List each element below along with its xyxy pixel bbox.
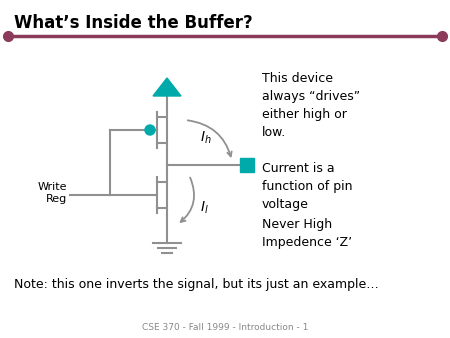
Text: Note: this one inverts the signal, but its just an example…: Note: this one inverts the signal, but i… xyxy=(14,278,379,291)
Text: Current is a
function of pin
voltage: Current is a function of pin voltage xyxy=(262,162,352,211)
Text: This device
always “drives”
either high or
low.: This device always “drives” either high … xyxy=(262,72,360,139)
Text: Write
Reg: Write Reg xyxy=(37,182,67,204)
FancyArrowPatch shape xyxy=(181,177,194,222)
Text: $I_h$: $I_h$ xyxy=(200,130,212,146)
FancyArrowPatch shape xyxy=(188,120,232,156)
Text: CSE 370 - Fall 1999 - Introduction - 1: CSE 370 - Fall 1999 - Introduction - 1 xyxy=(142,323,308,332)
Text: What’s Inside the Buffer?: What’s Inside the Buffer? xyxy=(14,14,253,32)
Circle shape xyxy=(145,125,155,135)
Text: $I_l$: $I_l$ xyxy=(200,200,209,216)
Bar xyxy=(240,158,254,172)
Text: Never High
Impedence ‘Z’: Never High Impedence ‘Z’ xyxy=(262,218,352,249)
Polygon shape xyxy=(153,78,181,96)
